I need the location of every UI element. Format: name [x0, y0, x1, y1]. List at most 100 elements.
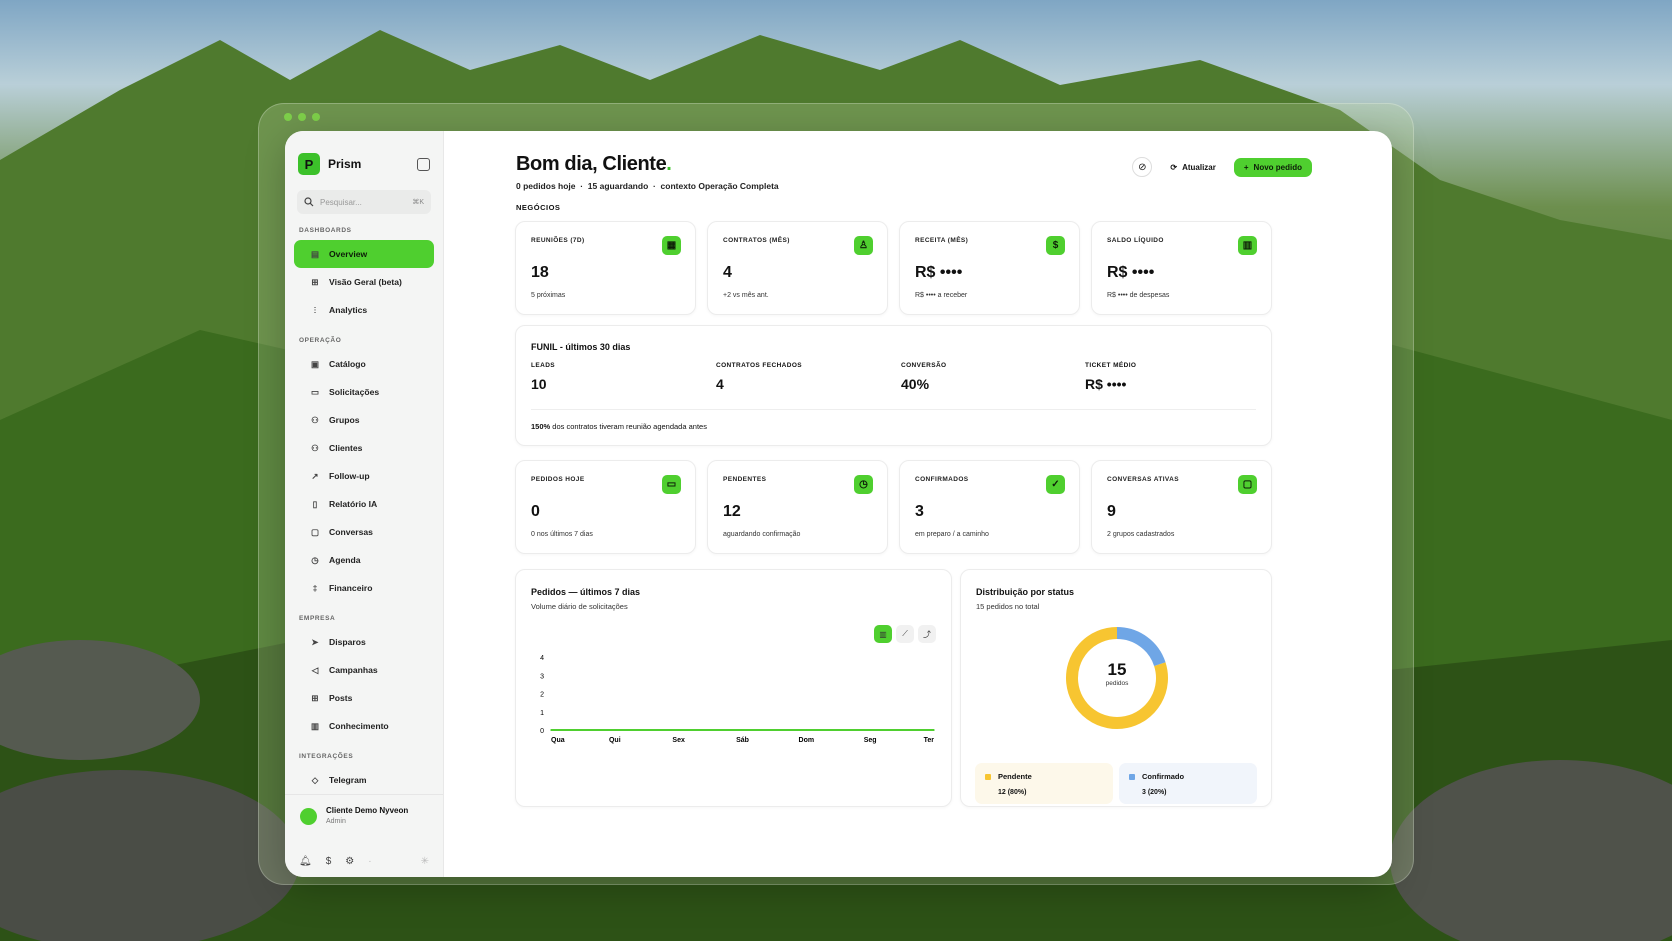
orders-chart-card: Pedidos — últimos 7 dias Volume diário d… — [515, 569, 952, 807]
sun-icon[interactable]: ✳︎ — [420, 856, 429, 867]
hide-values-button[interactable]: ⊘ — [1132, 157, 1153, 177]
sidebar-item-clientes[interactable]: ⚇ Clientes — [294, 434, 434, 462]
person-icon: ♙ — [854, 236, 873, 255]
x-tick-label: Seg — [864, 737, 877, 744]
x-tick-label: Qua — [551, 737, 565, 744]
x-tick-label: Sex — [672, 737, 685, 744]
kpi-card: RECEITA (MÊS) $ R$ •••• R$ •••• a recebe… — [899, 221, 1080, 315]
sidebar-item-label: Solicitações — [329, 387, 380, 397]
sidebar-item-posts[interactable]: ⊞ Posts — [294, 684, 434, 712]
dollar-icon[interactable]: $ — [325, 856, 332, 867]
y-tick-label: 3 — [540, 673, 544, 680]
card-label: CONVERSAS ATIVAS — [1107, 476, 1180, 483]
orders-data-point[interactable] — [741, 729, 744, 731]
ops-card: PENDENTES ◷ 12 aguardando confirmação — [707, 460, 888, 554]
orders-data-point[interactable] — [677, 729, 680, 731]
funnel-metric: CONVERSÃO 40% — [901, 362, 947, 392]
sidebar-item-conversas[interactable]: ▢ Conversas — [294, 518, 434, 546]
ops-card: CONFIRMADOS ✓ 3 em preparo / a caminho — [899, 460, 1080, 554]
orders-data-point[interactable] — [550, 729, 552, 731]
x-tick-label: Ter — [924, 737, 935, 744]
funnel-metric-value: 40% — [901, 376, 930, 392]
page-title: Bom dia, Cliente. — [516, 153, 672, 175]
sidebar-item-analytics[interactable]: ⫶ Analytics — [294, 296, 434, 324]
app-window: P Prism Pesquisar... ⌘K DASHBOARDS ▤ Overv… — [285, 131, 1392, 877]
user-name: Cliente Demo Nyveon — [326, 806, 409, 815]
card-hint: 0 nos últimos 7 dias — [531, 531, 593, 538]
gear-icon[interactable]: ⚙︎ — [345, 856, 355, 867]
orders-data-point[interactable] — [614, 729, 616, 731]
x-tick-label: Qui — [609, 737, 621, 744]
sidebar-item-conhecimento[interactable]: ▥ Conhecimento — [294, 712, 434, 740]
follow-up-icon: ↗ — [311, 470, 319, 481]
card-value: 18 — [531, 264, 549, 281]
sidebar-item-relat-rio-ia[interactable]: ▯ Relatório IA — [294, 490, 434, 518]
funnel-note: 150% dos contratos tiveram reunião agend… — [531, 422, 707, 431]
search-placeholder: Pesquisar... — [320, 197, 362, 207]
window-controls[interactable] — [284, 113, 320, 121]
posts-icon: ⊞ — [311, 692, 319, 703]
funnel-metric-label: CONVERSÃO — [901, 362, 947, 369]
megaphone-icon: ◁ — [311, 664, 319, 675]
sidebar-item-agenda[interactable]: ◷ Agenda — [294, 546, 434, 574]
refresh-button[interactable]: ⟳ Atualizar — [1170, 162, 1216, 172]
ops-card: CONVERSAS ATIVAS ▢ 9 2 grupos cadastrado… — [1091, 460, 1272, 554]
sidebar-item-vis-o-geral-beta-[interactable]: ⊞ Visão Geral (beta) — [294, 268, 434, 296]
area-chart-toggle-icon[interactable]: ⤴ — [918, 625, 936, 643]
card-value: 3 — [915, 503, 924, 520]
funnel-metric-value: 4 — [716, 376, 724, 392]
sidebar-item-grupos[interactable]: ⚇ Grupos — [294, 406, 434, 434]
page-subtitle: 0 pedidos hoje · 15 aguardando · context… — [516, 181, 779, 191]
sidebar-item-label: Posts — [329, 693, 353, 703]
bar-chart-toggle-icon[interactable]: ▥ — [874, 625, 892, 643]
sidebar-item-cat-logo[interactable]: ▣ Catálogo — [294, 350, 434, 378]
header-actions: ⊘ ⟳ Atualizar + Novo pedido — [1132, 157, 1312, 177]
funnel-metric-label: LEADS — [531, 362, 556, 369]
card-value: 0 — [531, 503, 540, 520]
legend-swatch-confirmado — [1129, 774, 1135, 781]
donut-slice-pendente[interactable] — [1066, 627, 1168, 729]
refresh-icon: ⟳ — [1170, 162, 1178, 172]
card-hint: +2 vs mês ant. — [723, 292, 769, 299]
sidebar-item-financeiro[interactable]: ‡ Financeiro — [294, 574, 434, 602]
orders-line-chart: 0 1 2 3 4 Qua Qui Sex Sáb Dom Seg Ter — [540, 655, 935, 744]
nav-section-title: EMPRESA — [299, 615, 336, 622]
ops-card: PEDIDOS HOJE ▭ 0 0 nos últimos 7 dias — [515, 460, 696, 554]
search-icon — [304, 197, 314, 207]
card-hint: R$ •••• de despesas — [1107, 292, 1170, 299]
search-input[interactable]: Pesquisar... ⌘K — [297, 190, 431, 214]
sidebar-item-campanhas[interactable]: ◁ Campanhas — [294, 656, 434, 684]
sidebar-item-label: Conversas — [329, 527, 373, 537]
sidebar-item-overview[interactable]: ▤ Overview — [294, 240, 434, 268]
sidebar-item-follow-up[interactable]: ↗ Follow-up — [294, 462, 434, 490]
orders-data-point[interactable] — [933, 729, 935, 731]
moon-icon[interactable]: · — [368, 856, 372, 867]
funnel-metric-value: 10 — [531, 376, 547, 392]
funnel-metric: LEADS 10 — [531, 362, 555, 392]
new-order-button[interactable]: + Novo pedido — [1233, 157, 1312, 177]
check-icon: ✓ — [1046, 475, 1065, 494]
bell-icon[interactable]: 🔔︎ — [299, 856, 312, 867]
bar-chart-icon: ▥ — [1238, 236, 1257, 255]
orders-data-point[interactable] — [805, 729, 808, 731]
collapse-sidebar-icon[interactable] — [417, 157, 430, 171]
orders-data-point[interactable] — [869, 729, 871, 731]
card-label: RECEITA (MÊS) — [915, 237, 969, 244]
clipboard-icon: ▭ — [310, 386, 320, 397]
line-chart-toggle-icon[interactable]: ⟋ — [896, 625, 914, 643]
sidebar-item-disparos[interactable]: ➤ Disparos — [294, 628, 434, 656]
sidebar-item-telegram[interactable]: ◇ Telegram — [294, 766, 434, 794]
donut-slice-confirmado[interactable] — [1116, 627, 1166, 667]
sidebar-item-solicita-es[interactable]: ▭ Solicitações — [294, 378, 434, 406]
app-logo: P — [298, 153, 320, 175]
dollar-icon: $ — [1046, 236, 1065, 255]
legend-swatch-pendente — [985, 774, 991, 781]
card-hint: R$ •••• a receber — [915, 292, 968, 299]
y-tick-label: 1 — [540, 710, 544, 717]
user-profile[interactable]: Cliente Demo Nyveon Admin — [285, 794, 443, 827]
analytics-icon: ⫶ — [313, 304, 317, 315]
sidebar-nav: DASHBOARDS ▤ Overview ⊞ Visão Geral (beta) ⫶ A… — [285, 227, 443, 794]
package-icon: ▣ — [310, 358, 320, 369]
status-chart-title: Distribuição por status — [976, 587, 1075, 597]
legend-pendente: Pendente 12 (80%) — [975, 763, 1113, 804]
